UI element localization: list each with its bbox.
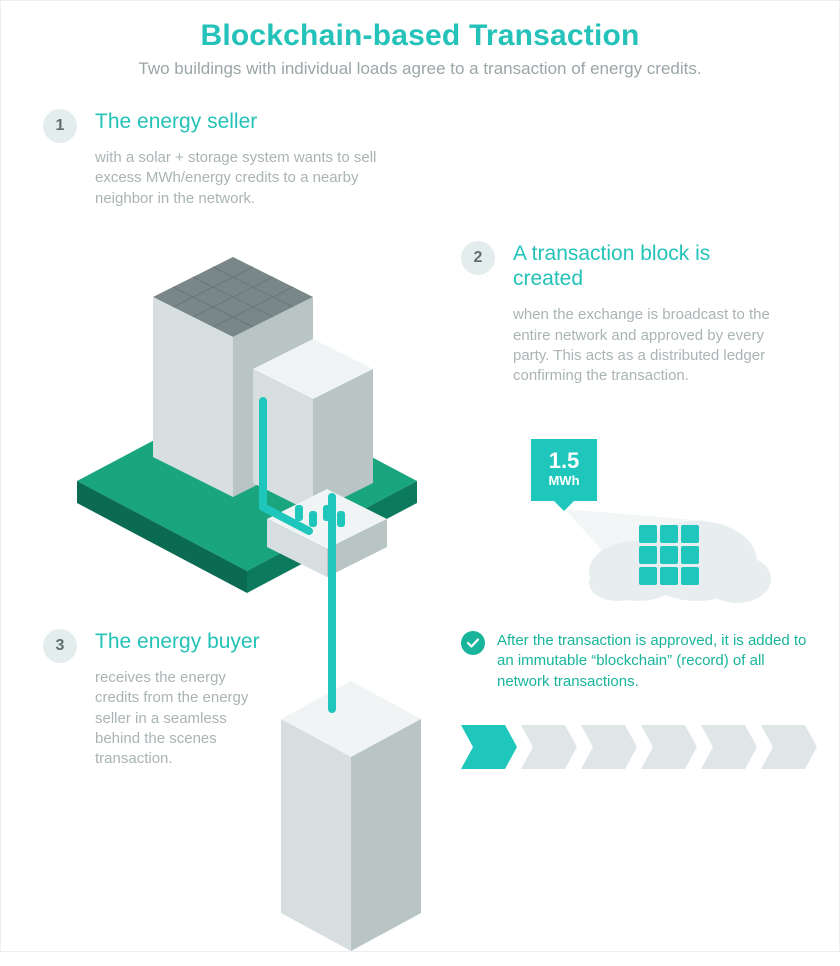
section-transaction-block: 2 A transaction block is created when th… (461, 241, 801, 386)
connector-pipe (328, 493, 336, 681)
section-energy-buyer: 3 The energy buyer receives the energy c… (43, 629, 263, 769)
energy-value: 1.5 (549, 450, 580, 472)
energy-unit: MWh (548, 474, 579, 487)
step-badge-3: 3 (43, 629, 77, 663)
energy-amount-tag: 1.5 MWh (531, 439, 597, 501)
section-title: The energy seller (95, 109, 383, 134)
chain-block (581, 725, 637, 769)
page-title: Blockchain-based Transaction (1, 19, 839, 53)
chain-block (701, 725, 757, 769)
section-body: when the exchange is broadcast to the en… (513, 305, 801, 386)
buyer-building-illustration (271, 671, 411, 941)
ledger-cell (681, 525, 699, 543)
chain-block (761, 725, 817, 769)
short-building-icon (253, 339, 373, 513)
section-energy-seller: 1 The energy seller with a solar + stora… (43, 109, 383, 209)
chain-block (521, 725, 577, 769)
approved-text: After the transaction is approved, it is… (497, 631, 811, 692)
ledger-cell (639, 525, 657, 543)
ledger-cell (660, 525, 678, 543)
step-badge-1: 1 (43, 109, 77, 143)
chain-block (641, 725, 697, 769)
buyer-building-icon (281, 681, 421, 951)
section-body: with a solar + storage system wants to s… (95, 148, 383, 209)
seller-building-illustration (57, 261, 437, 601)
section-title: A transaction block is created (513, 241, 733, 291)
step-badge-2: 2 (461, 241, 495, 275)
section-body: receives the energy credits from the ene… (95, 668, 263, 769)
page-subtitle: Two buildings with individual loads agre… (1, 59, 839, 79)
blockchain-chain (461, 725, 817, 769)
approved-note: After the transaction is approved, it is… (461, 631, 811, 692)
ledger-cell (681, 546, 699, 564)
header: Blockchain-based Transaction Two buildin… (1, 1, 839, 79)
ledger-cell (681, 567, 699, 585)
ledger-cell (660, 567, 678, 585)
check-icon (461, 631, 485, 655)
chain-block (461, 725, 517, 769)
ledger-grid-icon (639, 525, 699, 585)
ledger-cell (660, 546, 678, 564)
section-title: The energy buyer (95, 629, 263, 654)
ledger-illustration: 1.5 MWh (521, 439, 791, 609)
ledger-cell (639, 546, 657, 564)
ledger-cell (639, 567, 657, 585)
